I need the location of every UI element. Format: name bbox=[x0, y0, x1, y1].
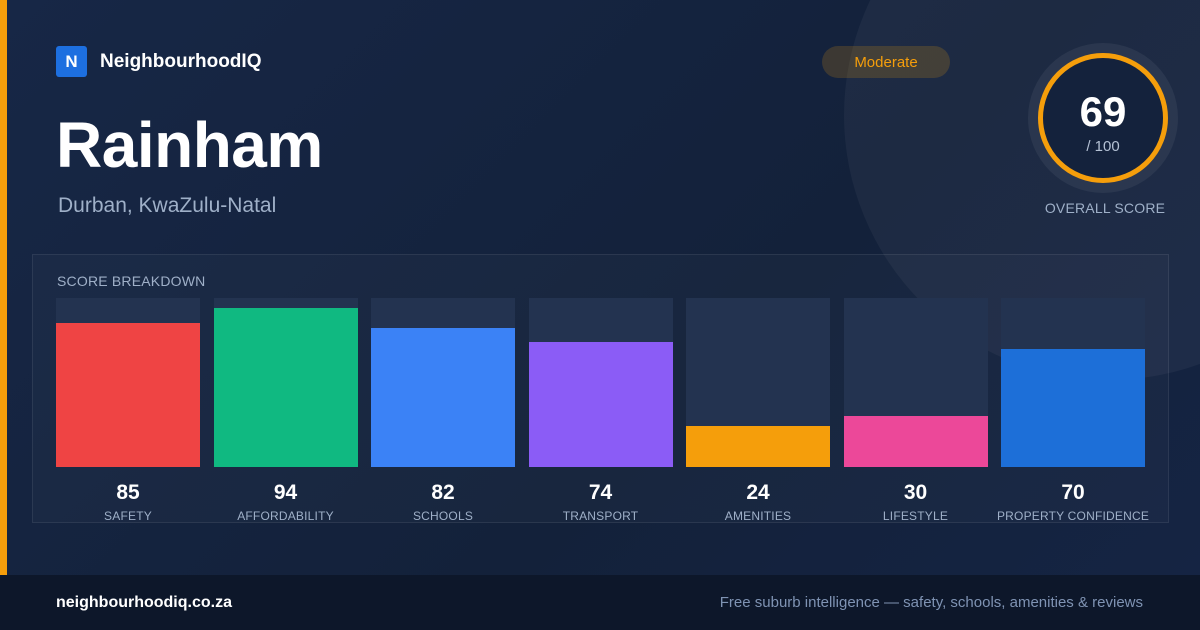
bar-fill bbox=[528, 341, 673, 467]
score-breakdown-panel: SCORE BREAKDOWN 85 SAFETY 94 AFFORDABILITY 8… bbox=[32, 254, 1169, 523]
score-bar-transport: 74 TRANSPORT bbox=[528, 298, 673, 524]
bar-value: 82 bbox=[431, 481, 455, 504]
bar-fill bbox=[371, 328, 515, 467]
bar-track bbox=[686, 298, 830, 467]
bar-label: AFFORDABILITY bbox=[237, 509, 334, 523]
score-ring-progress: 69 / 100 bbox=[1038, 53, 1168, 183]
bar-fill bbox=[686, 426, 830, 467]
footer-tagline: Free suburb intelligence — safety, schoo… bbox=[719, 594, 1143, 611]
bar-value: 24 bbox=[746, 481, 770, 504]
overall-score-ring: 69 / 100 bbox=[1028, 43, 1178, 193]
bar-value: 30 bbox=[903, 481, 928, 504]
suburb-location: Durban, KwaZulu-Natal bbox=[58, 194, 277, 217]
bar-value: 70 bbox=[1061, 481, 1085, 504]
overall-score-value: 69 bbox=[1079, 88, 1127, 135]
score-bar-property-confidence: 70 PROPERTY CONFIDENCE bbox=[997, 298, 1149, 524]
overall-score-max: / 100 bbox=[1086, 138, 1120, 155]
bar-value: 85 bbox=[116, 481, 140, 504]
bar-value: 74 bbox=[588, 481, 613, 504]
brand-logo-icon: N bbox=[56, 46, 87, 77]
bar-fill bbox=[843, 416, 988, 467]
bar-value: 94 bbox=[273, 481, 298, 504]
suburb-title: Rainham bbox=[56, 109, 323, 181]
bar-fill bbox=[1001, 348, 1145, 467]
rating-badge: Moderate bbox=[822, 46, 950, 78]
brand-name: NeighbourhoodIQ bbox=[100, 50, 262, 72]
score-bar-affordability: 94 AFFORDABILITY bbox=[213, 298, 358, 524]
score-bar-amenities: 24 AMENITIES bbox=[686, 298, 830, 524]
footer-domain-link[interactable]: neighbourhoodiq.co.za bbox=[56, 594, 232, 611]
bar-label: PROPERTY CONFIDENCE bbox=[996, 509, 1150, 523]
bar-fill bbox=[213, 308, 358, 467]
overall-score-label: OVERALL SCORE bbox=[1044, 200, 1166, 216]
bar-track bbox=[528, 298, 673, 467]
accent-strip bbox=[0, 0, 7, 575]
bar-track bbox=[843, 298, 988, 467]
bar-track bbox=[56, 298, 200, 467]
bar-label: LIFESTYLE bbox=[882, 509, 949, 523]
bar-label: SCHOOLS bbox=[412, 509, 474, 523]
score-bar-lifestyle: 30 LIFESTYLE bbox=[843, 298, 988, 524]
bar-label: SAFETY bbox=[104, 509, 152, 523]
share-card: N NeighbourhoodIQ Rainham Durban, KwaZul… bbox=[0, 0, 1200, 575]
bar-track bbox=[371, 298, 515, 467]
bar-track bbox=[213, 298, 358, 467]
bar-label: TRANSPORT bbox=[562, 509, 639, 523]
score-bar-safety: 85 SAFETY bbox=[56, 298, 200, 524]
brand[interactable]: N NeighbourhoodIQ bbox=[56, 46, 261, 77]
bar-track bbox=[1001, 298, 1145, 467]
footer: neighbourhoodiq.co.za Free suburb intell… bbox=[0, 575, 1200, 630]
bar-label: AMENITIES bbox=[724, 509, 792, 523]
bar-fill bbox=[56, 323, 200, 467]
score-breakdown-title: SCORE BREAKDOWN bbox=[57, 273, 206, 289]
score-bar-schools: 82 SCHOOLS bbox=[371, 298, 515, 524]
